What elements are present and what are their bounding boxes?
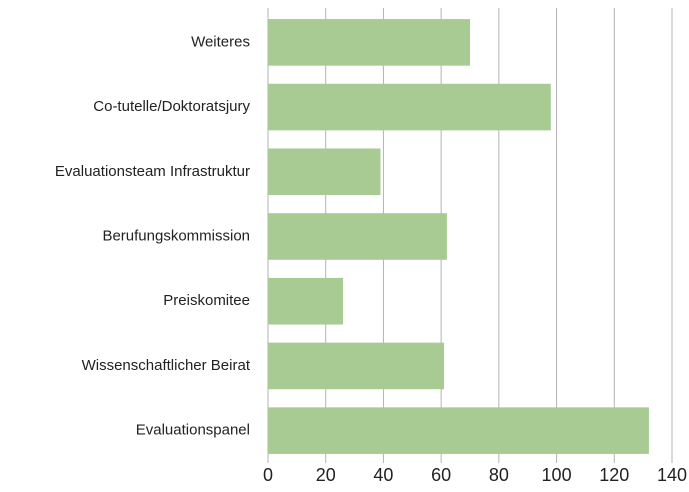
x-tick-label: 20 <box>316 465 336 485</box>
bar <box>268 148 381 196</box>
x-tick-label: 80 <box>489 465 509 485</box>
x-tick-label: 140 <box>657 465 687 485</box>
x-tick-label: 0 <box>263 465 273 485</box>
category-label: Weiteres <box>191 33 250 50</box>
bar <box>268 83 551 131</box>
category-label: Co-tutelle/Doktoratsjury <box>93 98 250 115</box>
category-label: Wissenschaftlicher Beirat <box>82 357 251 374</box>
x-tick-label: 60 <box>431 465 451 485</box>
x-tick-label: 40 <box>373 465 393 485</box>
bar <box>268 342 445 390</box>
bar <box>268 277 344 325</box>
category-label: Evaluationspanel <box>136 422 250 439</box>
x-tick-label: 120 <box>599 465 629 485</box>
category-label: Berufungskommission <box>102 227 250 244</box>
bar <box>268 213 447 260</box>
bar <box>268 407 649 454</box>
category-label: Preiskomitee <box>163 292 250 309</box>
x-tick-label: 100 <box>542 465 572 485</box>
bar <box>268 19 470 66</box>
category-label: Evaluationsteam Infrastruktur <box>55 163 250 180</box>
